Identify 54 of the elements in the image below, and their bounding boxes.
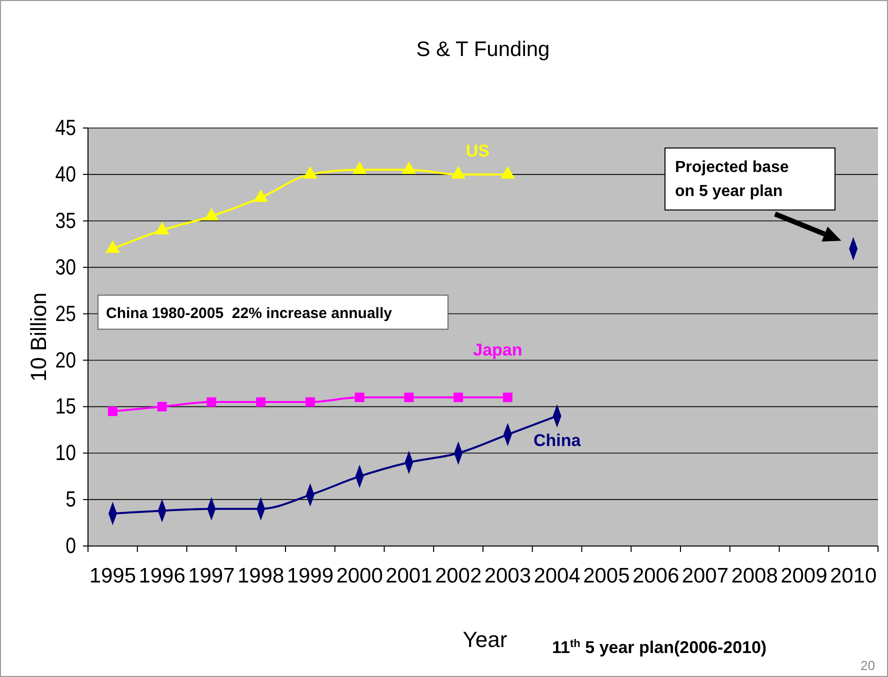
y-tick-label: 35 [55,210,76,234]
point [352,161,367,174]
point [402,161,416,174]
text: 11$^{th}$ 5 year plan(2006-2010) [552,638,767,657]
x-tick-label: 2004 [534,564,581,588]
point [305,397,315,407]
point [154,222,170,234]
x-tick-label: 2000 [336,564,383,588]
point [354,392,364,402]
y-tick-label: 30 [55,256,76,280]
y-tick-label: 45 [55,116,76,140]
point [454,392,464,402]
y-axis-title: 10 Billion [26,292,51,382]
point [105,240,120,253]
y-tick-label: 40 [55,163,76,187]
point [157,402,167,412]
x-tick-label: 2001 [386,564,432,588]
text: Japan [473,340,522,360]
text: 20 [860,658,875,673]
point [256,397,266,407]
y-tick-label: 10 [55,442,76,466]
x-tick-label: 1995 [89,564,136,588]
x-tick-label: 1997 [188,564,235,588]
point [502,392,512,402]
point [204,208,219,220]
x-tick-label: 1996 [138,564,186,588]
point [206,397,216,407]
point [500,166,515,179]
x-tick-label: 1998 [237,564,284,588]
x-tick-label: 1999 [286,564,334,588]
y-tick-label: 15 [55,395,76,420]
x-axis-title: Year [462,627,508,652]
y-tick-label: 5 [66,488,76,512]
annotation: Projected base on 5 year plan [675,159,789,200]
x-tick-label: 2010 [830,564,877,588]
x-tick-label: 2008 [731,564,778,588]
point [108,406,118,416]
point [254,189,268,202]
point [302,166,318,179]
x-tick-label: 2006 [632,564,680,588]
y-tick-label: 20 [55,348,76,373]
y-tick-label: 0 [66,534,76,558]
y-tick-label: 25 [55,302,76,326]
x-tick-label: 2009 [780,564,828,588]
series-label: US [466,141,490,160]
x-tick-label: 2002 [434,564,482,588]
point [451,166,466,179]
chart-title: S & T Funding [416,38,550,61]
x-tick-label: 2005 [583,564,630,588]
x-tick-label: 2003 [484,564,532,588]
point [404,392,414,402]
annotation: China 1980-2005 22% increase annually [106,305,393,322]
x-tick-label: 2007 [682,564,729,588]
series-label: China [533,430,582,450]
